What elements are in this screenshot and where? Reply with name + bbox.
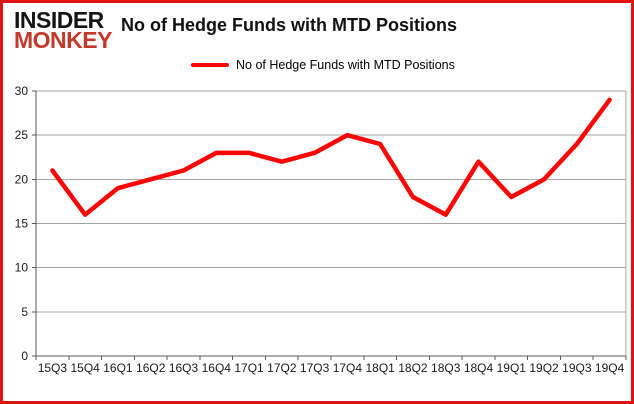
- x-tick-label: 17Q3: [300, 361, 330, 375]
- x-tick-label: 15Q3: [38, 361, 68, 375]
- x-tick-label: 19Q1: [497, 361, 527, 375]
- x-tick-label: 18Q2: [398, 361, 428, 375]
- y-tick-label: 20: [15, 172, 29, 186]
- legend-label: No of Hedge Funds with MTD Positions: [236, 58, 455, 72]
- y-tick-label: 30: [15, 84, 29, 98]
- legend: No of Hedge Funds with MTD Positions: [191, 58, 455, 72]
- x-tick-label: 17Q4: [333, 361, 363, 375]
- y-tick-label: 5: [21, 305, 28, 319]
- x-tick-label: 19Q4: [595, 361, 625, 375]
- series-line-hedge-funds: [50, 97, 612, 217]
- y-axis: [32, 90, 37, 357]
- x-tick-label: 19Q2: [529, 361, 559, 375]
- x-tick-label: 18Q3: [431, 361, 461, 375]
- line-chart: 0 5 10 15 20 25 30 15Q3 15Q4 16Q1 16Q2 16Q3 16Q4 17Q1…: [15, 84, 627, 375]
- x-tick-label: 16Q2: [136, 361, 166, 375]
- insider-monkey-logo: INSIDER MONKEY: [14, 7, 112, 53]
- x-tick-label: 19Q3: [562, 361, 592, 375]
- y-tick-label: 25: [15, 128, 29, 142]
- x-tick-label: 18Q1: [365, 361, 395, 375]
- x-axis-labels: 15Q3 15Q4 16Q1 16Q2 16Q3 16Q4 17Q1 17Q2 17Q3 17Q4…: [38, 361, 625, 375]
- y-axis-labels: 0 5 10 15 20 25 30: [15, 84, 29, 363]
- x-tick-label: 16Q4: [202, 361, 232, 375]
- legend-line-swatch: [191, 63, 229, 67]
- logo-insider-text: INSIDER: [14, 7, 104, 33]
- y-tick-label: 10: [15, 261, 29, 275]
- gridlines: [36, 90, 626, 313]
- x-tick-label: 16Q1: [103, 361, 133, 375]
- x-tick-label: 17Q2: [267, 361, 297, 375]
- y-tick-label: 0: [21, 349, 28, 363]
- chart-title: No of Hedge Funds with MTD Positions: [121, 15, 457, 35]
- x-tick-label: 17Q1: [234, 361, 264, 375]
- y-tick-label: 15: [15, 217, 29, 231]
- x-tick-label: 15Q4: [70, 361, 100, 375]
- x-tick-label: 18Q4: [464, 361, 494, 375]
- x-tick-label: 16Q3: [169, 361, 199, 375]
- x-axis: [35, 355, 627, 360]
- logo-monkey-text: MONKEY: [14, 27, 112, 53]
